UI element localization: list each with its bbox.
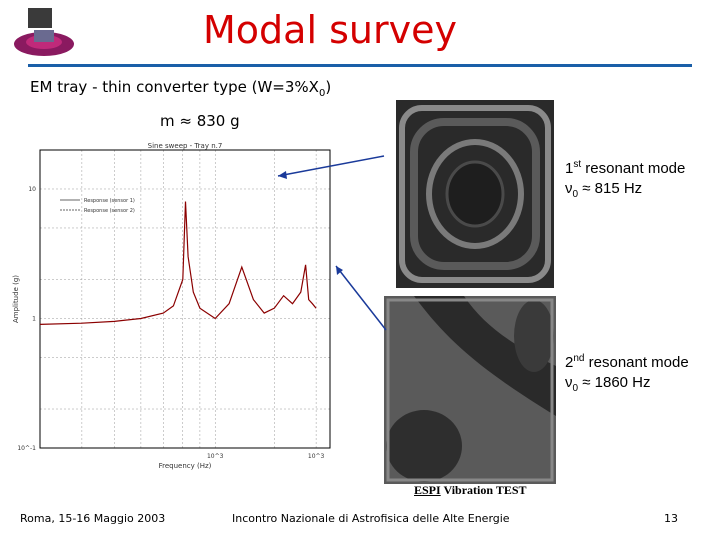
mode-1-frequency: ≈ 815 Hz xyxy=(582,180,643,197)
legend-label: Response (sensor 2) xyxy=(84,208,135,214)
mode-2-label: 2nd resonant mode ν0 ≈ 1860 Hz xyxy=(565,349,689,399)
mode-2-ordinal: 2 xyxy=(565,354,574,371)
subtitle-sub: 0 xyxy=(318,88,326,99)
plot-title: Sine sweep - Tray n.7 xyxy=(148,142,223,150)
y-tick-label: 1 xyxy=(32,315,36,322)
plot-xlabel: Frequency (Hz) xyxy=(159,462,212,470)
logo xyxy=(14,8,74,56)
subtitle-main: EM tray - thin converter type (W=3%X xyxy=(30,78,319,96)
mode-1-nu: ν xyxy=(565,180,573,197)
mode-2-frequency: ≈ 1860 Hz xyxy=(582,374,651,391)
mode-1-text: resonant mode xyxy=(585,160,686,177)
espi-caption: ESPI Vibration TEST xyxy=(414,483,527,498)
espi-image-mode-1 xyxy=(396,100,554,288)
espi-caption-text: Vibration TEST xyxy=(440,483,527,497)
y-tick-label: 10 xyxy=(28,186,36,193)
x-tick-label: 10^3 xyxy=(207,453,224,460)
footer-page-number: 13 xyxy=(664,512,678,525)
mode-2-nu-sub: 0 xyxy=(572,383,579,394)
mode-2-suffix: nd xyxy=(573,353,585,364)
page-title: Modal survey xyxy=(203,8,457,52)
subtitle-end: ) xyxy=(325,78,332,96)
plot-ticks: 10^3 10^3 10 1 10^-1 xyxy=(17,186,324,460)
mode-1-nu-sub: 0 xyxy=(572,189,579,200)
mode-1-suffix: st xyxy=(573,159,582,170)
mode-1-ordinal: 1 xyxy=(565,160,574,177)
mode-2-nu: ν xyxy=(565,374,573,391)
title-rule xyxy=(28,64,692,67)
mode-2-text: resonant mode xyxy=(588,354,689,371)
arrow-mode-2 xyxy=(335,265,387,331)
arrow-mode-2-head xyxy=(336,266,343,275)
y-tick-label: 10^-1 xyxy=(17,445,36,452)
x-tick-label: 10^3 xyxy=(308,453,325,460)
legend-label: Response (sensor 1) xyxy=(84,198,135,204)
response-curve xyxy=(39,201,317,325)
amplitude-plot: Sine sweep - Tray n.7 Frequency (Hz) Amp… xyxy=(12,142,331,470)
espi-image-mode-2 xyxy=(384,296,556,484)
footer-conference: Incontro Nazionale di Astrofisica delle … xyxy=(232,512,510,525)
arrow-mode-1-head xyxy=(278,171,287,179)
plot-frame xyxy=(39,149,331,449)
espi-link[interactable]: ESPI xyxy=(414,483,441,497)
subtitle: EM tray - thin converter type (W=3%X0) xyxy=(30,78,331,99)
logo-block xyxy=(28,8,52,28)
logo-satellite xyxy=(34,30,54,42)
footer-date: Roma, 15-16 Maggio 2003 xyxy=(20,512,166,525)
plot-legend: Response (sensor 1) Response (sensor 2) xyxy=(60,198,135,214)
plot-ylabel: Amplitude (g) xyxy=(12,275,20,323)
mode-1-label: 1st resonant mode ν0 ≈ 815 Hz xyxy=(565,155,685,205)
mass-text: m ≈ 830 g xyxy=(160,112,240,130)
plot-grid xyxy=(40,150,330,448)
arrow-mode-1 xyxy=(277,155,385,177)
